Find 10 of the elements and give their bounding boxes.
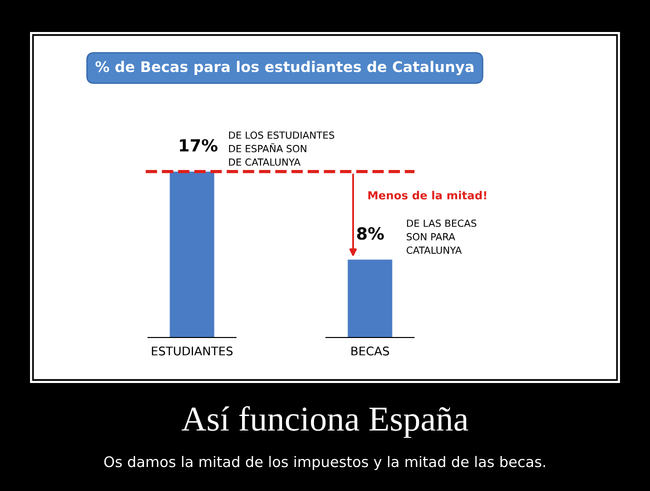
x-tick-label: BECAS xyxy=(351,346,390,356)
text: Os damos la mitad de los impuestos y la mitad de las becas. xyxy=(104,456,546,470)
x-tick-label: ESTUDIANTES xyxy=(152,346,233,356)
chart-title: % de Becas para los estudiantes de Catalunya xyxy=(95,60,474,76)
annotation: DE LAS BECAS SON PARA CATALUNYA xyxy=(406,220,476,254)
text: DE LOS ESTUDIANTES DE ESPAÑA SON DE CATALUNYA xyxy=(229,131,334,166)
annotation: Menos de la mitad! xyxy=(368,190,486,200)
data-label: 17% xyxy=(180,139,218,152)
data-label: 8% xyxy=(357,227,384,240)
text: Así funciona España xyxy=(182,406,468,438)
